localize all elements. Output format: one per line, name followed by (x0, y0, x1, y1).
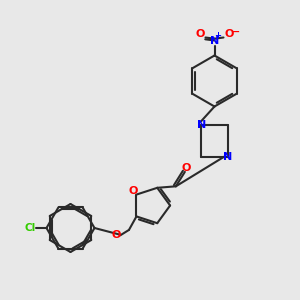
Text: O: O (182, 163, 191, 173)
Text: N: N (197, 120, 206, 130)
Text: N: N (223, 152, 232, 162)
Text: O: O (224, 29, 234, 40)
Text: −: − (232, 26, 240, 37)
Text: O: O (195, 29, 205, 40)
Text: N: N (210, 35, 219, 46)
Text: O: O (112, 230, 121, 240)
Text: O: O (128, 186, 137, 196)
Text: Cl: Cl (24, 223, 36, 233)
Text: +: + (214, 31, 222, 40)
